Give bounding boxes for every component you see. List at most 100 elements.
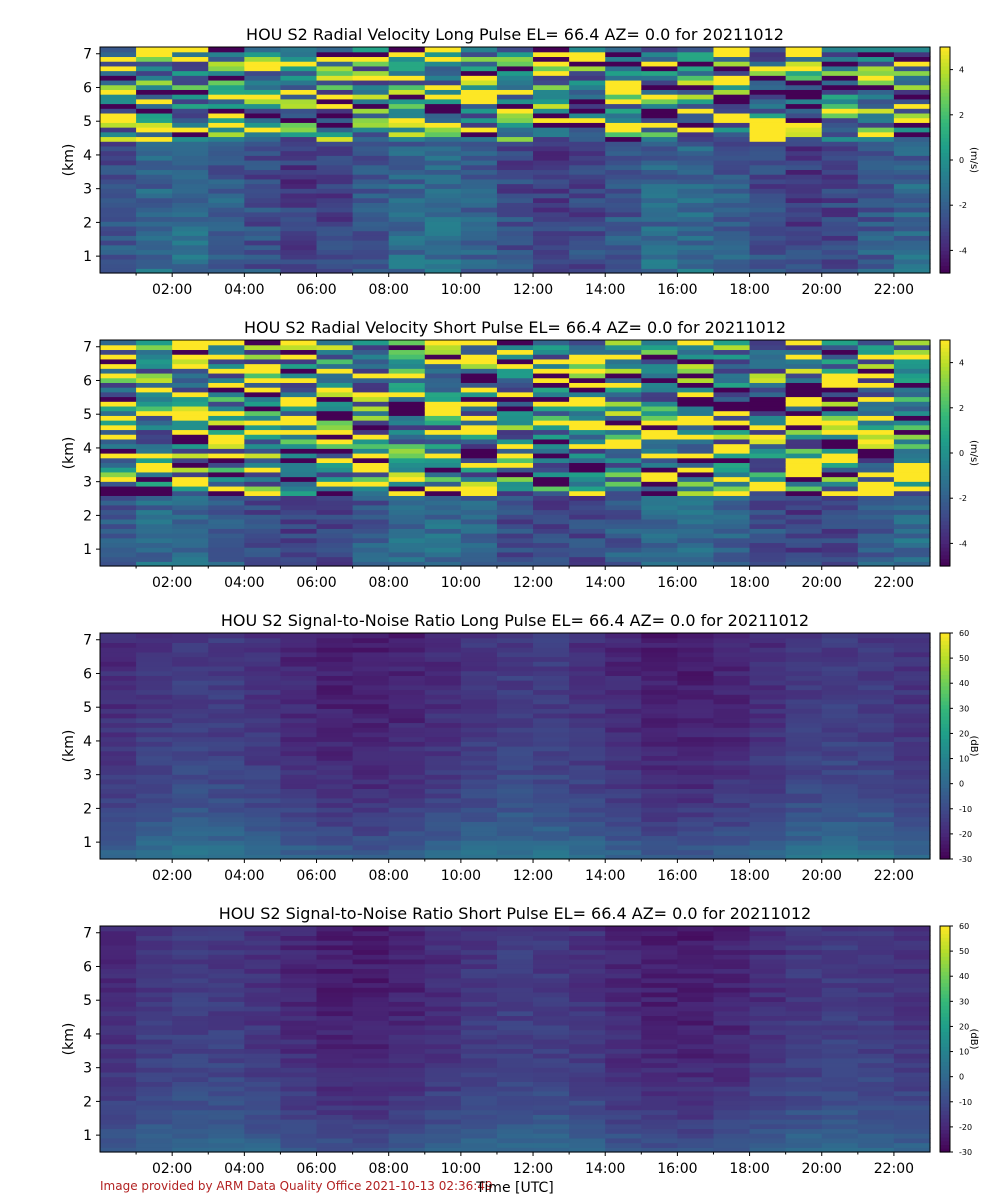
heatmap-cell (100, 680, 137, 686)
heatmap-cell (677, 1090, 715, 1097)
heatmap-cell (749, 354, 787, 360)
heatmap-cell (749, 1123, 787, 1130)
heatmap-cell (785, 844, 823, 851)
heatmap-cell (677, 183, 715, 189)
heatmap-cell (785, 509, 823, 515)
heatmap-cell (785, 703, 823, 709)
heatmap-cell (857, 363, 895, 369)
heatmap-cell (569, 987, 606, 993)
heatmap-cell (533, 802, 570, 808)
heatmap-cell (533, 84, 570, 90)
heatmap-cell (280, 793, 318, 799)
heatmap-cell (136, 349, 173, 355)
heatmap-cell (496, 849, 534, 855)
heatmap-cell (352, 760, 390, 766)
heatmap-cell (857, 1006, 895, 1012)
colorbar-segment (940, 851, 950, 856)
heatmap-cell (460, 1010, 498, 1017)
colorbar-segment (940, 1087, 950, 1093)
heatmap-cell (208, 268, 245, 274)
heatmap-cell (677, 443, 715, 449)
heatmap-cell (460, 363, 498, 369)
heatmap-cell (893, 424, 931, 431)
heatmap-cell (172, 160, 209, 166)
heatmap-cell (785, 826, 823, 832)
heatmap-cell (677, 854, 715, 860)
x-tick-label: 16:00 (657, 1161, 697, 1177)
heatmap-cell (533, 821, 570, 827)
heatmap-cell (857, 982, 895, 988)
heatmap-cell (821, 490, 859, 496)
heatmap-cell (605, 368, 642, 374)
heatmap-cell (496, 684, 534, 691)
heatmap-cell (857, 164, 895, 171)
heatmap-cell (641, 537, 678, 544)
heatmap-cell (641, 354, 678, 360)
heatmap-cell (605, 713, 642, 719)
heatmap-cell (136, 996, 173, 1002)
heatmap-cell (100, 835, 137, 841)
heatmap-cell (821, 561, 859, 567)
heatmap-cell (749, 783, 787, 789)
heatmap-cell (244, 89, 282, 95)
heatmap-cell (785, 453, 823, 459)
heatmap-cell (460, 249, 498, 255)
heatmap-cell (136, 830, 173, 837)
heatmap-cell (172, 258, 209, 265)
heatmap-cell (100, 797, 137, 804)
heatmap-cell (677, 783, 715, 789)
heatmap-cell (352, 1053, 390, 1059)
heatmap-cell (605, 637, 642, 644)
heatmap-cell (749, 1015, 787, 1021)
heatmap-cell (100, 178, 137, 185)
heatmap-cell (893, 462, 931, 468)
heatmap-cell (172, 542, 209, 548)
heatmap-cell (713, 642, 751, 648)
heatmap-cell (136, 694, 173, 700)
heatmap-cell (316, 244, 354, 251)
heatmap-cell (244, 225, 282, 232)
heatmap-cell (280, 1133, 318, 1139)
colorbar-segment (940, 65, 950, 71)
heatmap-cell (280, 698, 318, 705)
heatmap-cell (136, 244, 173, 251)
heatmap-cell (460, 340, 498, 346)
heatmap-cell (677, 1010, 715, 1017)
heatmap-cell (857, 61, 895, 67)
heatmap-cell (100, 637, 137, 644)
heatmap-cell (713, 65, 751, 72)
heatmap-cell (857, 70, 895, 76)
heatmap-cell (713, 1006, 751, 1012)
heatmap-cell (244, 368, 282, 374)
heatmap-cell (605, 830, 642, 837)
heatmap-cell (280, 1095, 318, 1101)
heatmap-cell (785, 840, 823, 846)
heatmap-cell (569, 1133, 606, 1139)
heatmap-cell (424, 207, 462, 213)
heatmap-cell (100, 1128, 137, 1134)
heatmap-cell (280, 727, 318, 733)
heatmap-cell (244, 741, 282, 747)
heatmap-cell (316, 689, 354, 695)
heatmap-cell (677, 958, 715, 965)
heatmap-cell (857, 1076, 895, 1082)
heatmap-cell (496, 122, 534, 128)
heatmap-cell (749, 448, 787, 454)
heatmap-cell (641, 396, 678, 402)
heatmap-cell (208, 698, 245, 705)
heatmap-cell (713, 131, 751, 138)
heatmap-cell (677, 816, 715, 822)
heatmap-cell (208, 764, 245, 771)
colorbar-tick-label: 0 (959, 156, 964, 165)
heatmap-cell (893, 637, 931, 644)
heatmap-cell (893, 811, 931, 818)
heatmap-cell (280, 1053, 318, 1059)
heatmap-cell (713, 145, 751, 152)
heatmap-cell (244, 122, 282, 128)
heatmap-cell (496, 202, 534, 208)
heatmap-cell (893, 79, 931, 86)
heatmap-cell (785, 797, 823, 804)
heatmap-cell (172, 98, 209, 105)
heatmap-cell (857, 854, 895, 860)
